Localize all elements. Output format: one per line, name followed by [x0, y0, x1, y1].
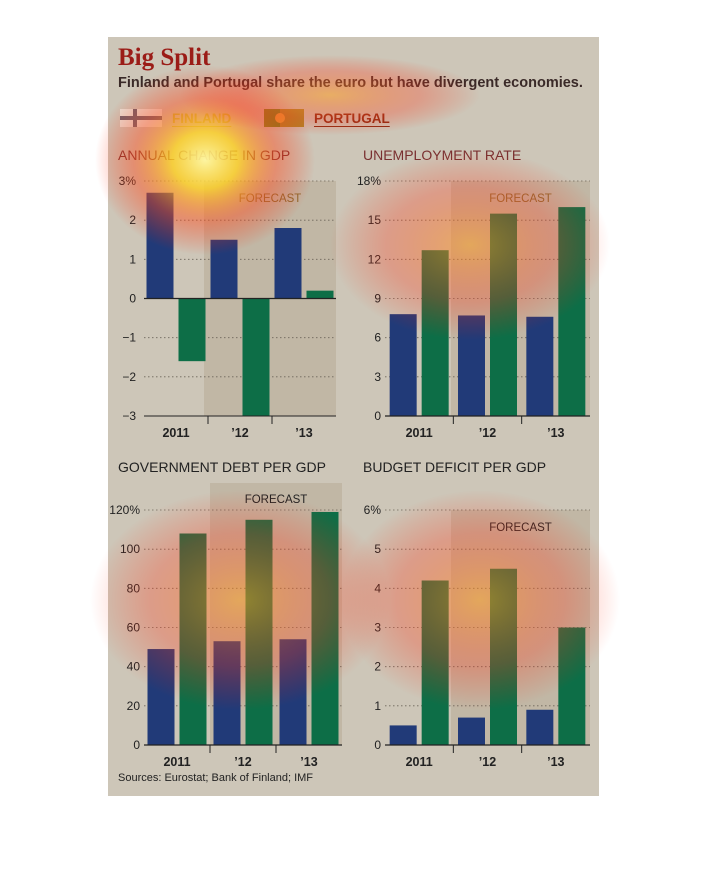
y-tick-label: 3 [374, 621, 381, 635]
y-tick-label: 6 [374, 331, 381, 345]
y-tick-label: 12 [368, 252, 382, 266]
y-tick-label: 0 [129, 292, 136, 306]
x-tick-label: ’13 [547, 755, 564, 769]
x-tick-label: 2011 [406, 426, 433, 440]
x-tick-label: 2011 [406, 755, 433, 769]
y-tick-label: −1 [122, 331, 136, 345]
forecast-label: FORECAST [245, 494, 308, 506]
chart-title: UNEMPLOYMENT RATE [363, 147, 521, 163]
y-tick-label: 1 [374, 699, 381, 713]
bar-portugal [558, 207, 586, 416]
y-tick-label: 80 [127, 581, 141, 595]
y-tick-label: 1 [129, 252, 136, 266]
x-tick-label: 2011 [162, 426, 189, 440]
y-tick-label: 0 [133, 738, 140, 752]
bar-portugal [245, 519, 273, 745]
bar-portugal [490, 568, 517, 745]
bar-portugal [306, 290, 334, 299]
bar-portugal [421, 250, 449, 416]
y-tick-label: 3% [119, 174, 137, 188]
chart-title: GOVERNMENT DEBT PER GDP [118, 459, 326, 475]
x-tick-label: ’13 [295, 426, 312, 440]
x-tick-label: ’12 [234, 755, 251, 769]
bar-portugal [558, 627, 586, 745]
y-tick-label: 100 [120, 542, 140, 556]
y-tick-label: 60 [127, 621, 141, 635]
x-tick-label: ’13 [300, 755, 317, 769]
bar-portugal [179, 533, 207, 745]
bar-portugal [178, 298, 206, 362]
bar-finland [147, 649, 175, 745]
bar-finland [526, 709, 554, 745]
sources-note: Sources: Eurostat; Bank of Finland; IMF [118, 772, 314, 784]
y-tick-label: 0 [374, 409, 381, 423]
y-tick-label: 40 [127, 660, 141, 674]
x-tick-label: ’12 [479, 755, 496, 769]
bar-finland [146, 192, 174, 299]
x-tick-label: ’12 [231, 426, 248, 440]
bar-finland [213, 641, 241, 745]
forecast-label: FORECAST [489, 193, 552, 205]
x-tick-label: 2011 [163, 755, 190, 769]
y-tick-label: 5 [374, 542, 381, 556]
bar-finland [279, 639, 307, 745]
bar-finland [526, 316, 554, 416]
chart-title: ANNUAL CHANGE IN GDP [118, 147, 290, 163]
bar-finland [210, 239, 238, 299]
chart-1: FORECAST ANNUAL CHANGE IN GDP −3 −2 −1 0 1 2 3% 2… [118, 147, 336, 440]
bar-portugal [311, 511, 339, 745]
bar-finland [274, 228, 302, 299]
y-tick-label: 18% [357, 174, 381, 188]
bar-finland [389, 314, 417, 416]
y-tick-label: 3 [374, 370, 381, 384]
y-tick-label: −3 [122, 409, 136, 423]
x-tick-label: ’12 [479, 426, 496, 440]
chart-title: BUDGET DEFICIT PER GDP [363, 459, 546, 475]
y-tick-label: 0 [374, 738, 381, 752]
chart-3: FORECAST GOVERNMENT DEBT PER GDP 0 20 40 60 80… [109, 459, 342, 769]
y-tick-label: 9 [374, 292, 381, 306]
y-tick-label: 4 [374, 581, 381, 595]
y-tick-label: 2 [374, 660, 381, 674]
chart-4: FORECAST BUDGET DEFICIT PER GDP 0 1 2 3 4 5 6% 20… [363, 459, 590, 769]
x-tick-label: ’13 [547, 426, 564, 440]
forecast-label: FORECAST [239, 193, 302, 205]
chart-2: FORECAST UNEMPLOYMENT RATE 0 3 6 9 12 15 18% 2011… [357, 147, 590, 440]
y-tick-label: −2 [122, 370, 136, 384]
y-tick-label: 20 [127, 699, 141, 713]
bar-finland [458, 315, 485, 416]
bar-portugal [490, 213, 517, 416]
y-tick-label: 120% [109, 503, 140, 517]
forecast-label: FORECAST [489, 522, 552, 534]
bar-portugal [242, 298, 270, 416]
bar-finland [458, 717, 485, 745]
bar-finland [389, 725, 417, 745]
y-tick-label: 6% [364, 503, 382, 517]
y-tick-label: 15 [368, 213, 382, 227]
y-tick-label: 2 [129, 213, 136, 227]
bar-portugal [421, 580, 449, 745]
